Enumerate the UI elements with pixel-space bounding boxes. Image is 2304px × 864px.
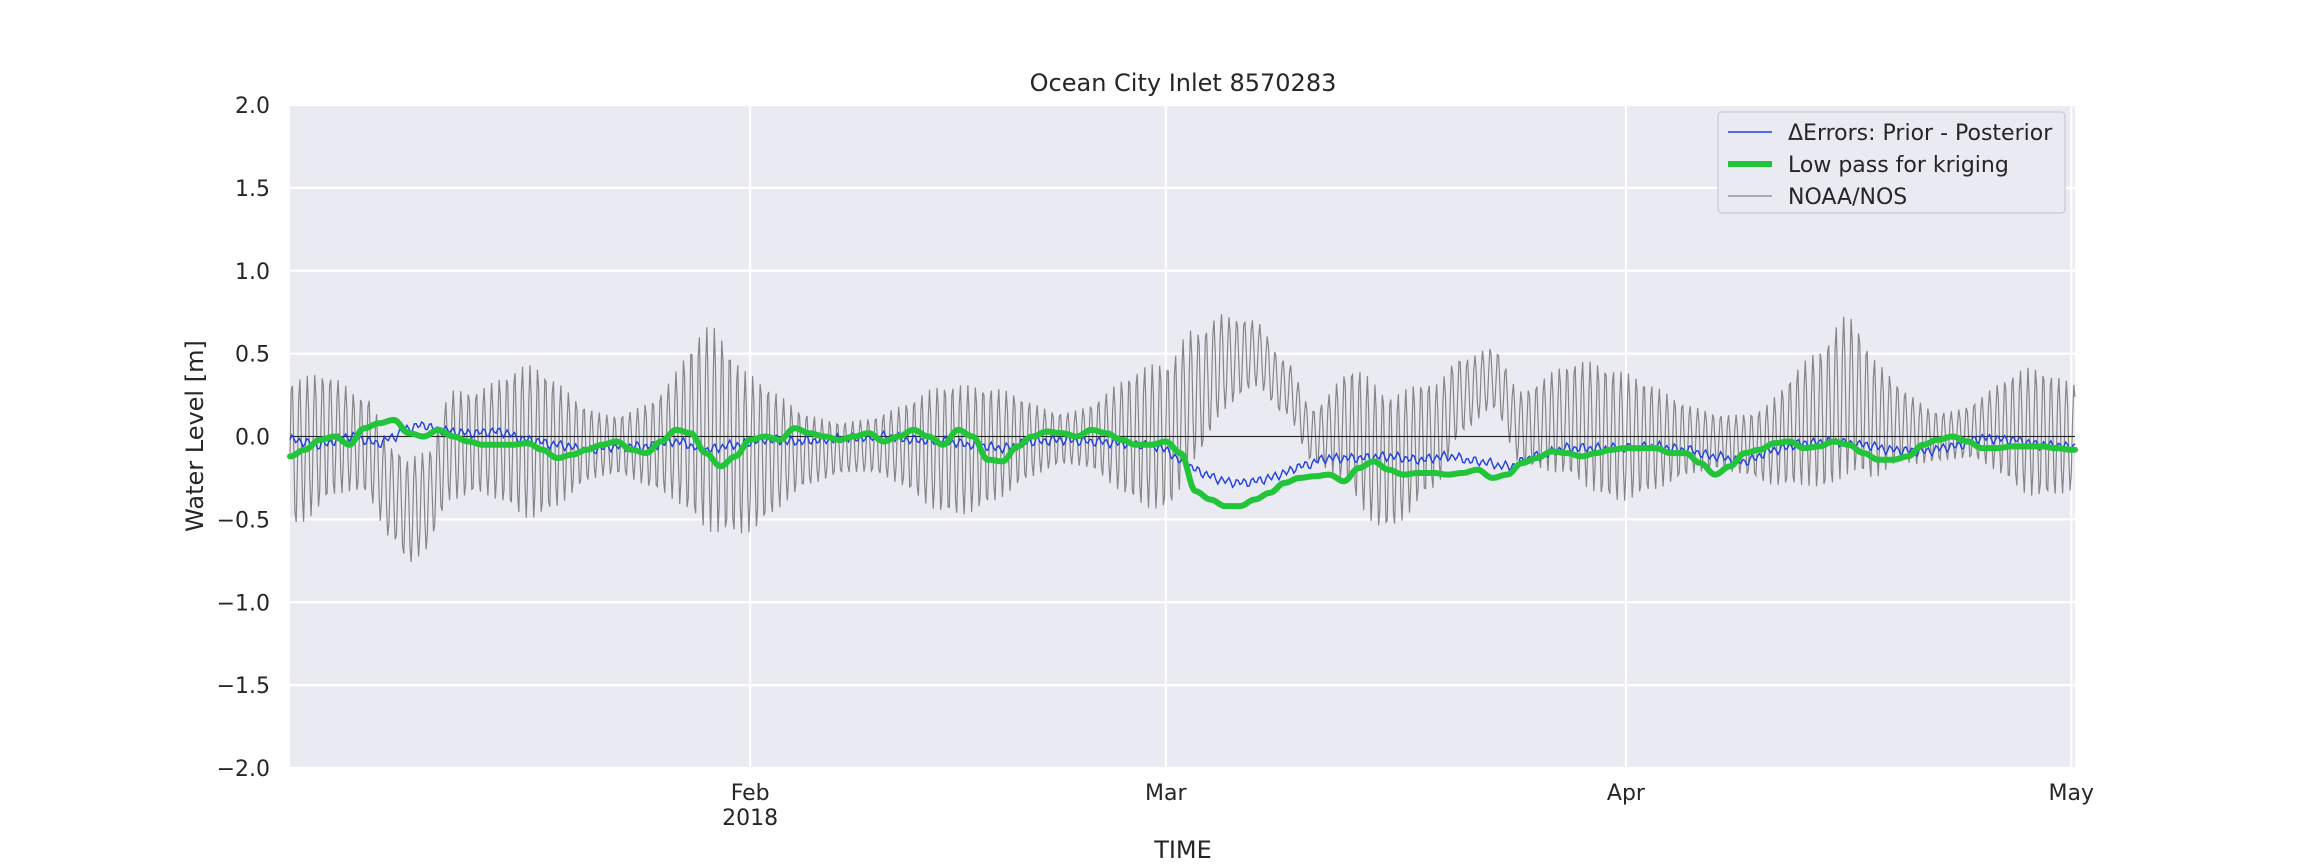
y-tick-label: −0.5	[217, 508, 270, 533]
y-tick-label: −1.0	[217, 591, 270, 616]
y-tick-label: 0.5	[235, 343, 270, 368]
x-axis-title: TIME	[1153, 836, 1212, 864]
legend: ΔErrors: Prior - Posterior Low pass for k…	[1717, 111, 2066, 214]
legend-label: NOAA/NOS	[1788, 185, 1907, 210]
chart-title: Ocean City Inlet 8570283	[1030, 69, 1337, 97]
series-low-pass-line	[287, 416, 2078, 510]
y-tick-label: 2.0	[235, 94, 270, 119]
x-tick-label: May	[2049, 781, 2094, 806]
y-tick-label: 1.5	[235, 177, 270, 202]
legend-label: ΔErrors: Prior - Posterior	[1788, 121, 2053, 146]
y-tick-label: 1.0	[235, 260, 270, 285]
y-tick-label: 0.0	[235, 426, 270, 451]
x-tick-label: Apr	[1607, 781, 1646, 806]
y-axis-title: Water Level [m]	[181, 340, 209, 532]
series-layer	[287, 314, 2078, 563]
y-tick-label: −2.0	[217, 757, 270, 782]
series-noaa-nos-line	[289, 314, 2076, 563]
y-axis-ticks: 2.0 1.5 1.0 0.5 0.0 −0.5 −1.0 −1.5 −2.0	[217, 94, 270, 782]
x-tick-label: Mar	[1145, 781, 1187, 806]
legend-box	[1717, 111, 2066, 214]
y-tick-label: −1.5	[217, 674, 270, 699]
x-tick-sublabel: 2018	[722, 806, 778, 831]
x-tick-label: Feb	[731, 781, 770, 806]
legend-label: Low pass for kriging	[1788, 153, 2009, 178]
